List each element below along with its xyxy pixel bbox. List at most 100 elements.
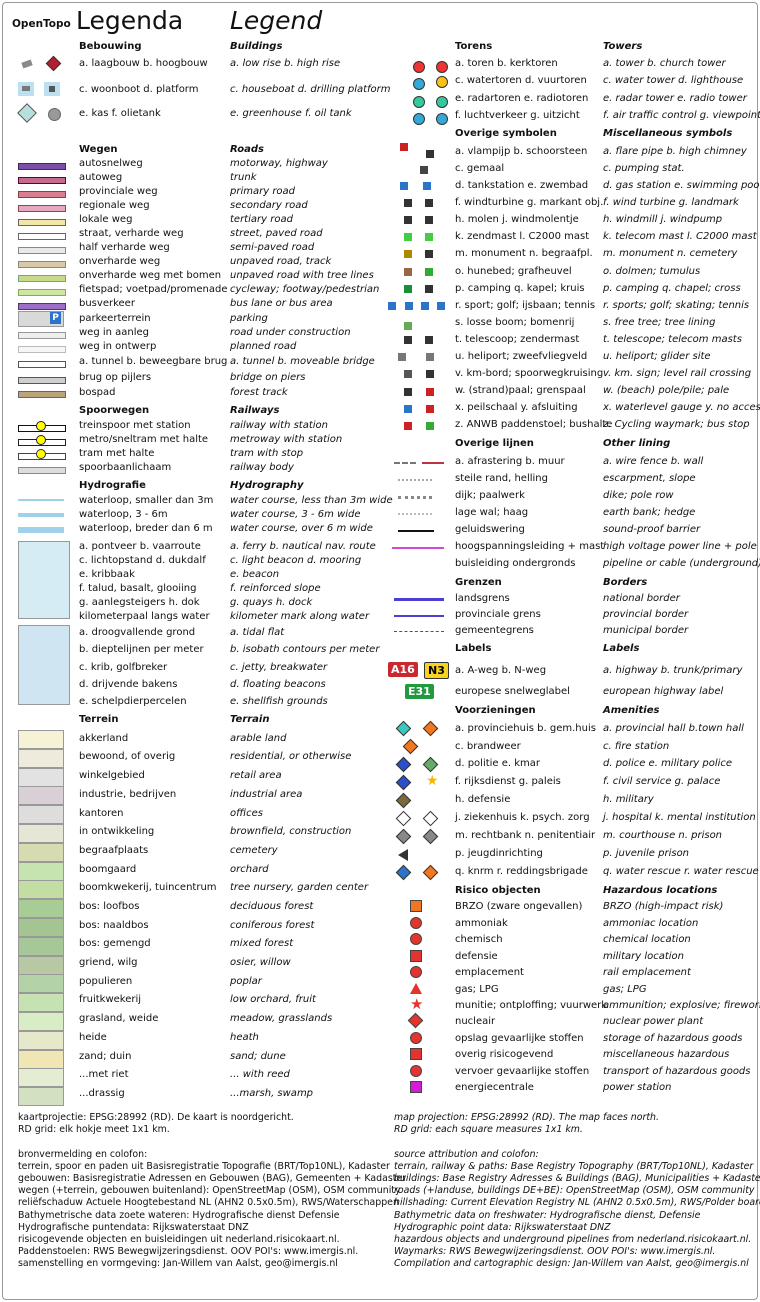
- legend-label-english: high voltage power line + pole: [603, 541, 757, 552]
- section-heading: Overige symbolen: [455, 128, 557, 139]
- footer-line-dutch: Hydrografische puntendata: Rijkswatersta…: [18, 1221, 249, 1233]
- legend-label-english: deciduous forest: [230, 901, 314, 912]
- station-dot-icon: [36, 435, 46, 445]
- military-location-icon: [410, 950, 422, 962]
- section-heading-english: Amenities: [603, 705, 660, 716]
- legend-label-english: h. military: [603, 794, 654, 805]
- legend-label: b. dieptelijnen per meter: [79, 644, 204, 655]
- legend-label: g. aanlegsteigers h. dok: [79, 597, 200, 608]
- legend-label: a. toren b. kerktoren: [455, 58, 558, 69]
- legend-label: bos: naaldbos: [79, 920, 149, 931]
- sound-barrier-line: [398, 530, 434, 532]
- legend-label: r. sport; golf; ijsbaan; tennis: [455, 300, 596, 311]
- legend-label-english: arable land: [230, 733, 287, 744]
- legend-label: straat, verharde weg: [79, 228, 184, 239]
- section-heading-english: Hazardous locations: [603, 885, 718, 896]
- legend-label: c. brandweer: [455, 741, 521, 752]
- legend-label-english: earth bank; hedge: [603, 507, 696, 518]
- gas-station-icon: [400, 182, 408, 190]
- legend-label-english: cemetery: [230, 845, 278, 856]
- legend-label-english: u. heliport; glider site: [603, 351, 711, 362]
- legend-label-english: e. beacon: [230, 569, 280, 580]
- terrain-swatch: [18, 899, 64, 919]
- legend-label: buisleiding ondergronds: [455, 558, 576, 569]
- legend-label: t. telescoop; zendermast: [455, 334, 580, 345]
- road-stroke: [18, 163, 66, 170]
- n-road-label: N3: [424, 662, 449, 679]
- legend-label: a. vlampijp b. schoorsteen: [455, 146, 588, 157]
- legend-label: bewoond, of overig: [79, 751, 176, 762]
- legend-label: spoorbaanlichaam: [79, 462, 172, 473]
- terrain-swatch: [18, 936, 64, 956]
- terrain-swatch: [18, 880, 64, 900]
- legend-label-english: cycleway; footway/pedestrian: [230, 284, 380, 295]
- legend-label: akkerland: [79, 733, 129, 744]
- brand-label: OpenTopo: [12, 18, 71, 30]
- section-heading: Overige lijnen: [455, 438, 534, 449]
- legend-label: waterloop, smaller dan 3m: [79, 495, 214, 506]
- legend-label-english: z. Cycling waymark; bus stop: [603, 419, 750, 430]
- terrain-swatch: [18, 1087, 64, 1107]
- legend-label: u. heliport; zweefvliegveld: [455, 351, 588, 362]
- legend-label: defensie: [455, 951, 498, 962]
- wind-turbine-icon: [404, 199, 412, 207]
- footer-line-dutch: terrein, spoor en paden uit Basisregistr…: [18, 1160, 390, 1172]
- legend-label: overig risicogevend: [455, 1049, 554, 1060]
- legend-label: half verharde weg: [79, 242, 170, 253]
- terrain-swatch: [18, 767, 64, 787]
- legend-label-english: p. camping q. chapel; cross: [603, 283, 741, 294]
- legend-label-english: chemical location: [603, 934, 691, 945]
- radar-tower-icon: [413, 96, 425, 108]
- church-tower-icon: [436, 61, 448, 73]
- legend-label-english: industrial area: [230, 789, 303, 800]
- legend-label: c. gemaal: [455, 163, 505, 174]
- legend-label: a. pontveer b. vaarroute: [79, 541, 201, 552]
- section-heading: Wegen: [79, 144, 118, 155]
- legend-label-english: w. (beach) pole/pile; pale: [603, 385, 730, 396]
- water-course-line: [18, 527, 64, 533]
- telecom-mast-icon: [404, 233, 412, 241]
- legend-label: ...drassig: [79, 1088, 125, 1099]
- legend-label: d. drijvende bakens: [79, 679, 178, 690]
- legend-label-english: railway with station: [230, 420, 329, 431]
- legend-label: h. molen j. windmolentje: [455, 214, 579, 225]
- footer-line-dutch: samenstelling en vormgeving: Jan-Willem …: [18, 1258, 338, 1270]
- legend-label: landsgrens: [455, 593, 510, 604]
- air-traffic-icon: [413, 113, 425, 125]
- dolmen-icon: [404, 268, 412, 276]
- road-stroke: [18, 303, 66, 310]
- terrain-swatch: [18, 786, 64, 806]
- terrain-swatch: [18, 824, 64, 843]
- legend-label-english: a. wire fence b. wall: [603, 456, 704, 467]
- legend-label: winkelgebied: [79, 770, 145, 781]
- oil-tank-icon: [48, 108, 61, 121]
- section-heading: Bebouwing: [79, 41, 142, 52]
- footer-line-dutch: risicogevende objecten en buisleidingen …: [18, 1234, 340, 1245]
- drilling-platform-icon: [44, 82, 60, 96]
- station-dot-icon: [36, 421, 46, 431]
- road-stroke: [18, 391, 66, 398]
- terrain-swatch: [18, 730, 64, 749]
- beach-pole-icon: [404, 388, 412, 396]
- legend-label: f. rijksdienst g. paleis: [455, 776, 561, 787]
- road-stroke: [18, 205, 66, 212]
- legend-label: bos: gemengd: [79, 938, 151, 949]
- legend-label-english: a. tunnel b. moveable bridge: [230, 356, 375, 367]
- terrain-swatch: [18, 748, 64, 768]
- legend-label-english: d. police e. military police: [603, 758, 733, 769]
- power-station-icon: [410, 1081, 422, 1093]
- station-dot-icon: [36, 449, 46, 459]
- section-heading-english: Terrain: [230, 714, 270, 725]
- legend-label-english: r. sports; golf; skating; tennis: [603, 300, 750, 311]
- rail-crossing-icon: [426, 370, 434, 378]
- brzo-icon: [410, 900, 422, 912]
- legend-label-english: x. waterlevel gauge y. no access: [603, 402, 760, 413]
- section-heading: Voorzieningen: [455, 705, 536, 716]
- legend-label: onverharde weg met bomen: [79, 270, 222, 281]
- waterway-map-swatch: [18, 541, 70, 619]
- legend-label: a. droogvallende grond: [79, 627, 196, 638]
- legend-label-english: ...marsh, swamp: [230, 1088, 314, 1099]
- legend-label-english: f. air traffic control g. viewpoint: [603, 110, 760, 121]
- section-heading-english: Towers: [603, 41, 643, 52]
- landmark-icon: [425, 199, 433, 207]
